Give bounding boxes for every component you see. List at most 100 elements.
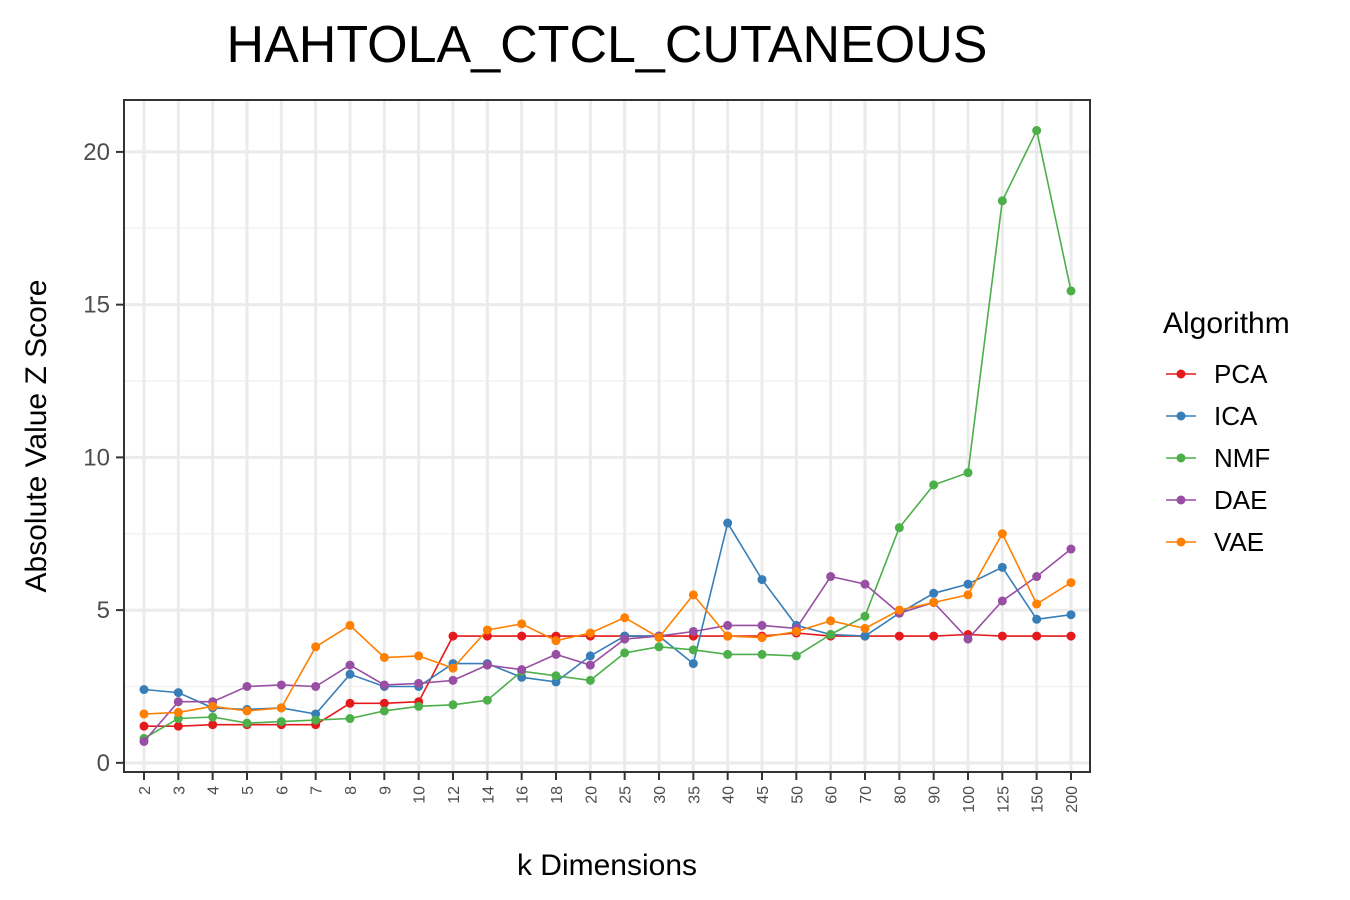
x-tick-label: 30 — [652, 786, 669, 804]
data-point-nmf — [208, 712, 218, 722]
data-point-vae — [551, 636, 561, 646]
x-tick-label: 20 — [583, 786, 600, 804]
x-tick-label: 125 — [995, 786, 1012, 813]
data-point-nmf — [929, 480, 939, 490]
chart-title: HAHTOLA_CTCL_CUTANEOUS — [227, 16, 988, 74]
data-point-nmf — [963, 468, 973, 478]
data-point-dae — [173, 697, 183, 707]
data-point-vae — [311, 642, 321, 652]
data-point-ica — [997, 562, 1007, 572]
legend-label: VAE — [1214, 527, 1264, 557]
data-point-vae — [1066, 578, 1076, 588]
x-axis-title: k Dimensions — [517, 849, 697, 882]
data-point-nmf — [894, 523, 904, 533]
y-tick-label: 0 — [97, 750, 110, 777]
data-point-nmf — [757, 649, 767, 659]
data-point-dae — [517, 665, 527, 675]
plot-border — [123, 99, 1091, 773]
data-point-ica — [1066, 610, 1076, 620]
data-point-nmf — [345, 714, 355, 724]
y-axis: 0 5 10 15 20 — [83, 139, 124, 777]
data-point-dae — [585, 660, 595, 670]
series-line-dae — [143, 548, 1072, 743]
data-point-pca — [345, 698, 355, 708]
data-point-dae — [551, 649, 561, 659]
legend-key-point — [1176, 453, 1186, 463]
data-point-vae — [345, 620, 355, 630]
data-point-vae — [379, 652, 389, 662]
data-point-vae — [791, 626, 801, 636]
legend-item-vae: VAE — [1166, 527, 1264, 557]
data-point-dae — [997, 596, 1007, 606]
plot-panel — [123, 99, 1091, 773]
plot-background — [124, 100, 1090, 772]
data-point-vae — [757, 633, 767, 643]
data-point-dae — [757, 620, 767, 630]
grid-minor — [124, 227, 1090, 688]
x-tick-label: 16 — [515, 786, 532, 804]
data-point-nmf — [448, 700, 458, 710]
data-point-dae — [1032, 572, 1042, 582]
data-point-vae — [894, 605, 904, 615]
data-point-ica — [723, 518, 733, 528]
series-nmf — [139, 126, 1076, 743]
data-point-vae — [1032, 599, 1042, 609]
series-line-nmf — [143, 128, 1072, 740]
data-point-dae — [723, 620, 733, 630]
data-point-nmf — [620, 648, 630, 658]
data-point-pca — [139, 721, 149, 731]
legend-label: NMF — [1214, 443, 1270, 473]
data-point-pca — [997, 631, 1007, 641]
data-point-dae — [414, 678, 424, 688]
data-point-nmf — [414, 701, 424, 711]
x-tick-label: 60 — [824, 786, 841, 804]
legend-label: ICA — [1214, 401, 1258, 431]
data-point-pca — [173, 721, 183, 731]
data-point-dae — [860, 579, 870, 589]
x-tick-label: 18 — [549, 786, 566, 804]
y-tick-label: 10 — [83, 444, 110, 471]
x-tick-label: 40 — [721, 786, 738, 804]
data-point-pca — [1066, 631, 1076, 641]
data-point-ica — [963, 579, 973, 589]
x-tick-label: 150 — [1030, 786, 1047, 813]
data-point-nmf — [551, 671, 561, 681]
data-point-pca — [379, 698, 389, 708]
series-line-pca — [144, 632, 1071, 728]
data-point-ica — [585, 651, 595, 661]
legend-item-dae: DAE — [1166, 485, 1267, 515]
data-point-dae — [963, 634, 973, 644]
data-point-pca — [1032, 631, 1042, 641]
legend-key-point — [1176, 369, 1186, 379]
data-point-nmf — [826, 630, 836, 640]
x-tick-label: 5 — [240, 786, 257, 795]
data-point-vae — [963, 590, 973, 600]
data-point-pca — [208, 720, 218, 730]
data-point-vae — [929, 597, 939, 607]
legend: Algorithm PCA ICA NMF DAE VAE — [1163, 307, 1290, 557]
series-layer — [139, 126, 1076, 746]
legend-key-point — [1176, 537, 1186, 547]
y-tick-label: 15 — [83, 292, 110, 319]
x-tick-label: 90 — [927, 786, 944, 804]
data-point-dae — [620, 634, 630, 644]
data-point-dae — [826, 572, 836, 582]
y-tick-label: 5 — [97, 597, 110, 624]
data-point-dae — [345, 660, 355, 670]
x-tick-label: 80 — [892, 786, 909, 804]
legend-title: Algorithm — [1163, 307, 1290, 340]
data-point-dae — [242, 681, 252, 691]
legend-item-pca: PCA — [1166, 359, 1268, 389]
data-point-ica — [860, 631, 870, 641]
x-tick-label: 14 — [480, 786, 497, 804]
data-point-ica — [139, 685, 149, 695]
data-point-vae — [517, 619, 527, 629]
data-point-nmf — [311, 715, 321, 725]
x-tick-label: 12 — [446, 786, 463, 804]
x-tick-label: 6 — [274, 786, 291, 795]
data-point-vae — [826, 616, 836, 626]
data-point-nmf — [585, 675, 595, 685]
legend-item-nmf: NMF — [1166, 443, 1270, 473]
x-tick-label: 50 — [789, 786, 806, 804]
data-point-vae — [276, 703, 286, 713]
